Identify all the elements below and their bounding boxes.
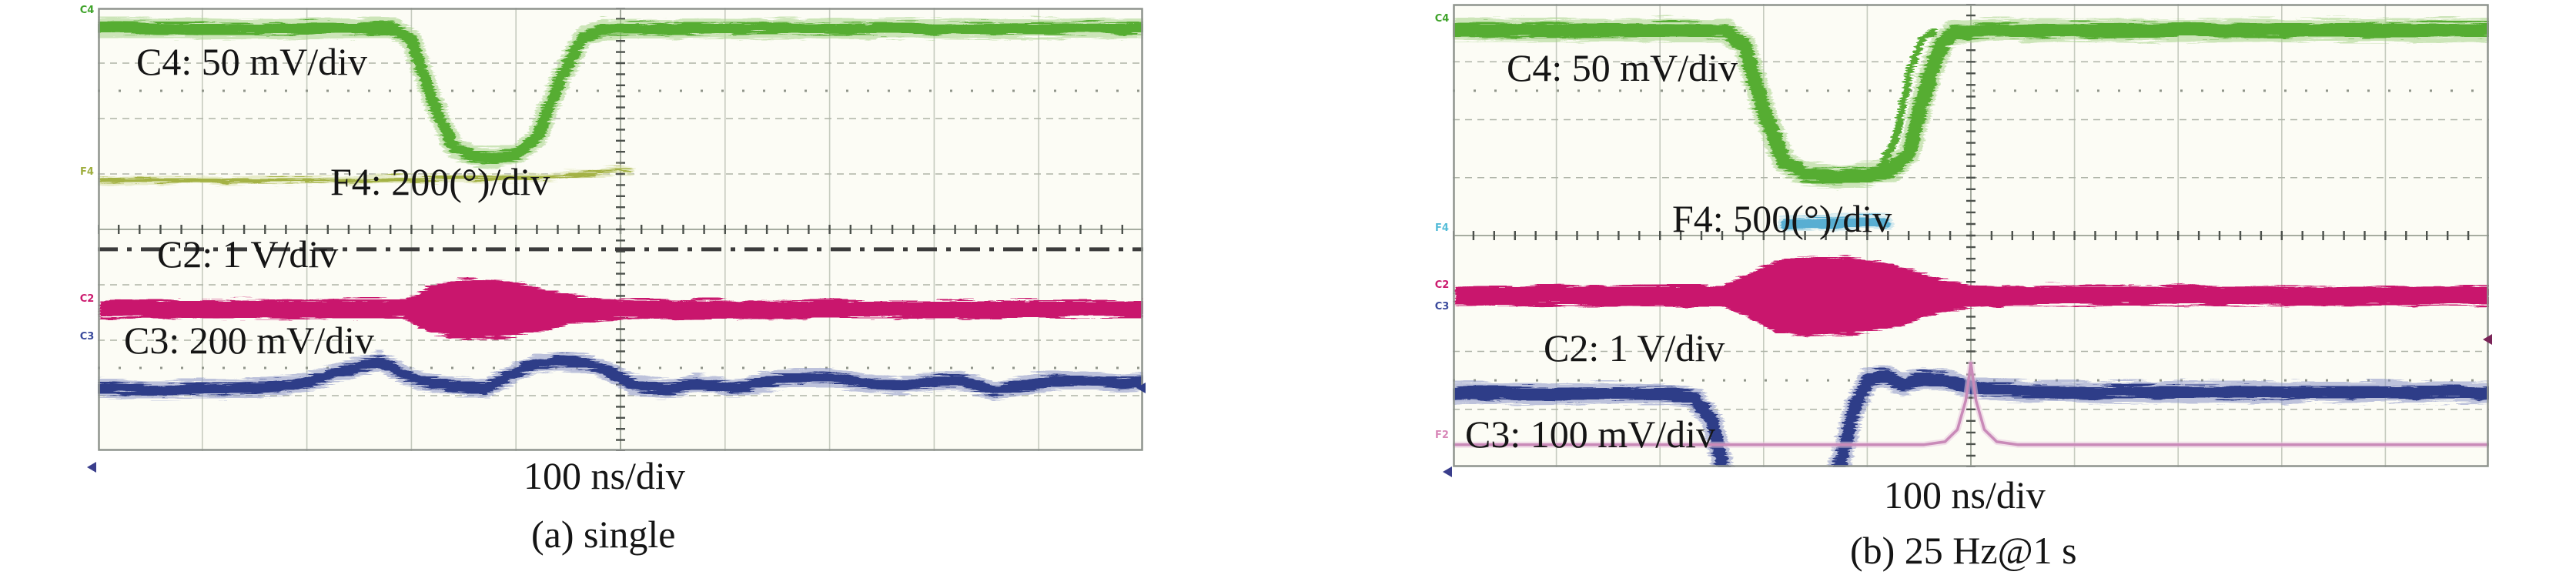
trace-label-c4: C4: 50 mV/div bbox=[136, 40, 368, 83]
channel-marker-f4: F4 bbox=[1435, 222, 1449, 234]
trace-label-c2: C2: 1 V/div bbox=[1544, 326, 1725, 369]
trace-level-arrow-c3 bbox=[1136, 383, 1146, 393]
waveform-grid-b bbox=[1453, 4, 2489, 467]
trace-label-f4: F4: 500(°)/div bbox=[1672, 197, 1892, 240]
trace-label-c2: C2: 1 V/div bbox=[157, 232, 339, 276]
channel-marker-c3: C3 bbox=[79, 331, 95, 343]
waveform-grid-a bbox=[98, 8, 1143, 451]
timebase-label-b: 100 ns/div bbox=[1884, 473, 2046, 516]
timebase-label-a: 100 ns/div bbox=[524, 454, 685, 497]
channel-marker-c4: C4 bbox=[1434, 13, 1450, 25]
trace-label-f4: F4: 200(°)/div bbox=[330, 160, 550, 203]
channel-marker-c2: C2 bbox=[79, 293, 95, 306]
oscilloscope-panel-a: C4 F4 C2 C3 C4: 50 mV/div F4: 200(°)/div… bbox=[80, 5, 1146, 554]
panel-caption-a: (a) single bbox=[531, 513, 676, 556]
channel-marker-f4: F4 bbox=[80, 165, 94, 178]
trace-label-c3: C3: 200 mV/div bbox=[124, 319, 375, 362]
trigger-time-arrow bbox=[1443, 466, 1452, 477]
trace-label-c4: C4: 50 mV/div bbox=[1507, 46, 1738, 89]
panel-caption-b: (b) 25 Hz@1 s bbox=[1850, 529, 2077, 572]
trigger-level-arrow bbox=[2483, 334, 2492, 345]
channel-marker-c3: C3 bbox=[1434, 301, 1450, 313]
channel-marker-c4: C4 bbox=[79, 5, 95, 17]
trigger-time-arrow bbox=[87, 462, 96, 473]
trace-label-c3: C3: 100 mV/div bbox=[1465, 413, 1716, 456]
channel-marker-c2: C2 bbox=[1434, 279, 1450, 291]
oscilloscope-panel-b: C4 F4 C2 C3 F2 C4: 50 mV/div F4: 500(°)/… bbox=[1435, 4, 2492, 570]
channel-marker-f2: F2 bbox=[1435, 429, 1449, 441]
